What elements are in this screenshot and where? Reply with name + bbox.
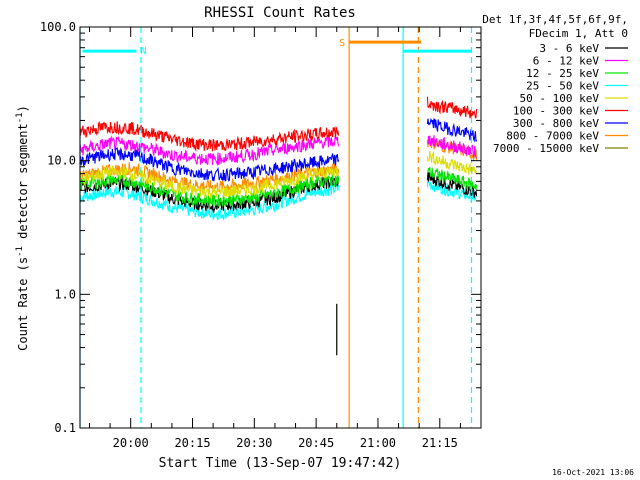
y-label-part-1: Count Rate (s	[16, 257, 30, 351]
x-tick-label-20-30: 20:30	[236, 436, 272, 450]
x-tick-label-20-45: 20:45	[298, 436, 334, 450]
series-line-300-800-kev-segment-2	[426, 118, 478, 143]
series-line-50-100-kev-segment-2	[426, 151, 478, 175]
y-tick-label-1-0: 1.0	[54, 287, 76, 301]
plot-area: NS	[79, 27, 478, 428]
x-tick-label-21-15: 21:15	[422, 436, 458, 450]
y-label-sup-2: -1	[15, 112, 25, 123]
y-label-part-2: detector segment	[16, 123, 30, 246]
legend: Det 1f,3f,4f,5f,6f,9f, FDecim 1, Att 0 3…	[482, 13, 628, 155]
series-50-100-kev	[79, 151, 478, 199]
series-line-12-25-kev-segment-2	[426, 167, 478, 191]
series-line-100-300-kev-segment-2	[426, 96, 478, 119]
legend-label-300-800-kev: 300 - 800 keV	[513, 117, 599, 130]
legend-label-100-300-kev: 100 - 300 keV	[513, 105, 599, 118]
x-axis-label: Start Time (13-Sep-07 19:47:42)	[159, 456, 402, 471]
y-axis-label: Count Rate (s-1 detector segment-1)	[15, 105, 30, 351]
series-line-100-300-kev-segment-1	[79, 120, 340, 152]
series-100-300-kev	[79, 96, 478, 152]
legend-label-50-100-kev: 50 - 100 keV	[520, 92, 600, 105]
series-6-12-kev	[79, 134, 478, 167]
x-tick-label-21-00: 21:00	[360, 436, 396, 450]
series-line-6-12-kev-segment-1	[79, 134, 340, 167]
footer-date: 16-Oct-2021 13:06	[552, 468, 634, 477]
y-label-part-3: )	[16, 105, 30, 112]
chart-title: RHESSI Count Rates	[204, 5, 356, 21]
legend-header-line-2: FDecim 1, Att 0	[529, 27, 628, 40]
legend-header-line-1: Det 1f,3f,4f,5f,6f,9f,	[482, 13, 628, 26]
legend-label-25-50-kev: 25 - 50 keV	[526, 80, 599, 93]
legend-label-7000-15000-kev: 7000 - 15000 keV	[493, 142, 599, 155]
y-label-sup-1: -1	[15, 246, 25, 257]
y-tick-label-10-0: 10.0	[47, 154, 76, 168]
annotation-label-s: S	[339, 38, 345, 49]
legend-label-800-7000-kev: 800 - 7000 keV	[506, 130, 599, 143]
x-tick-label-20-00: 20:00	[113, 436, 149, 450]
legend-label-12-25-kev: 12 - 25 keV	[526, 67, 599, 80]
legend-label-3-6-kev: 3 - 6 keV	[539, 42, 599, 55]
annotation-label-n: N	[140, 46, 146, 57]
x-tick-label-20-15: 20:15	[174, 436, 210, 450]
y-tick-label-100-0: 100.0	[40, 20, 76, 34]
legend-label-6-12-kev: 6 - 12 keV	[533, 55, 600, 68]
axes: 0.1 1.0 10.0 100.0 20:00 20:15 20:30 20:45 21:00…	[40, 20, 482, 450]
series-300-800-kev	[79, 118, 478, 182]
series-line-3-6-kev-segment-2	[426, 172, 478, 198]
series-line-6-12-kev-segment-2	[427, 135, 478, 159]
series-line-25-50-kev-segment-1	[79, 183, 340, 222]
plot-frame	[79, 26, 482, 429]
series-line-300-800-kev-segment-1	[79, 146, 340, 182]
y-tick-label-0-1: 0.1	[54, 421, 76, 435]
series-line-50-100-kev-segment-1	[79, 165, 339, 199]
